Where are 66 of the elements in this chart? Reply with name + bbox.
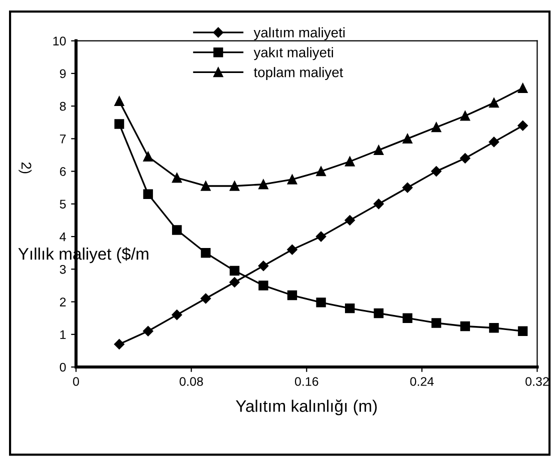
- point: [114, 339, 124, 350]
- point: [114, 96, 124, 106]
- y-tick-label: 1: [60, 330, 66, 339]
- point: [172, 172, 182, 183]
- x-axis-title: Yalıtım kalınlığı (m): [236, 400, 377, 416]
- legend-label: yalıtım maliyeti: [254, 27, 345, 40]
- y-tick-label: 3: [60, 264, 66, 274]
- point: [402, 134, 412, 144]
- point: [374, 145, 384, 155]
- point: [287, 174, 298, 184]
- point: [316, 166, 326, 176]
- point: [431, 318, 442, 328]
- point: [488, 136, 500, 148]
- y-tick-label: 4: [60, 232, 66, 242]
- point: [344, 303, 355, 314]
- point: [287, 290, 298, 300]
- point: [142, 326, 154, 336]
- point: [518, 326, 528, 336]
- point: [143, 152, 153, 162]
- point: [402, 313, 412, 323]
- x-tick-label: 0: [73, 377, 80, 386]
- point: [200, 181, 211, 191]
- y-tick-label: 9: [60, 69, 66, 78]
- legend-label: yakıt maliyeti: [254, 47, 333, 60]
- point: [258, 280, 268, 290]
- point: [518, 83, 528, 93]
- x-tick-label: 0.24: [410, 377, 434, 386]
- y-tick-label: 7: [60, 134, 66, 144]
- x-tick-label: 0.08: [180, 377, 203, 386]
- point: [344, 215, 355, 226]
- point: [172, 225, 182, 235]
- point: [316, 231, 326, 242]
- point: [229, 277, 240, 288]
- point: [172, 310, 182, 320]
- point: [489, 98, 499, 108]
- point: [374, 198, 384, 210]
- text: 2): [18, 162, 32, 174]
- point: [143, 189, 153, 200]
- legend-label: toplam maliyet: [254, 67, 344, 80]
- y-tick-label: 10: [53, 36, 66, 46]
- point: [460, 153, 470, 164]
- x-tick-label: 0.16: [294, 377, 318, 386]
- point: [114, 119, 124, 129]
- point: [374, 308, 384, 318]
- y-tick-label: 8: [60, 102, 66, 111]
- point: [200, 248, 211, 258]
- point: [258, 179, 268, 190]
- y-tick-label: 0: [60, 362, 66, 372]
- y-tick-label: 2: [60, 298, 66, 306]
- point: [230, 266, 240, 276]
- point: [287, 244, 298, 255]
- y-tick-label: 6: [60, 167, 66, 176]
- point: [200, 293, 211, 304]
- point: [402, 182, 413, 193]
- point: [431, 166, 442, 176]
- point: [316, 298, 326, 308]
- point: [344, 156, 355, 166]
- point: [460, 110, 470, 121]
- y-tick-label: 5: [60, 200, 66, 209]
- point: [518, 120, 528, 131]
- point: [431, 122, 442, 132]
- point: [489, 323, 499, 333]
- x-tick-label: 0.32: [526, 377, 549, 386]
- point: [460, 321, 470, 332]
- point: [258, 260, 268, 272]
- point: [230, 181, 240, 191]
